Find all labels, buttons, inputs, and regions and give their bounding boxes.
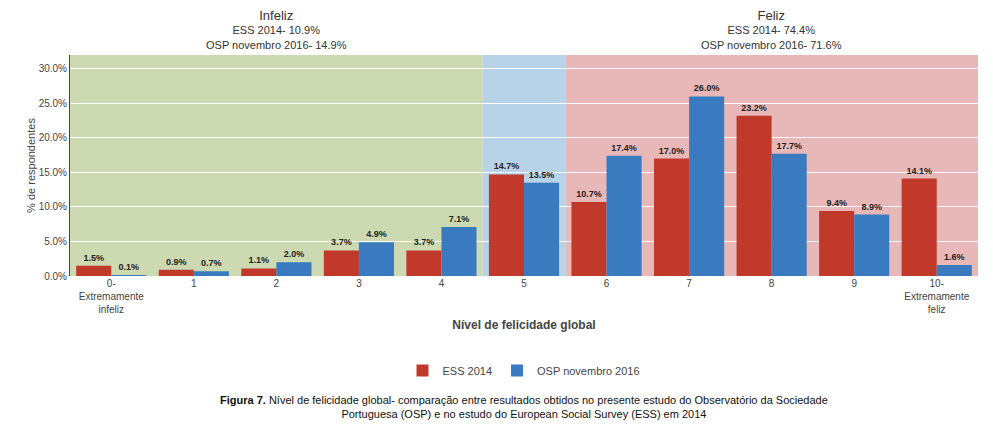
svg-text:4: 4 bbox=[439, 278, 445, 289]
svg-text:14.1%: 14.1% bbox=[906, 166, 932, 176]
svg-text:17.4%: 17.4% bbox=[611, 143, 637, 153]
svg-text:ESS 2014: ESS 2014 bbox=[443, 365, 493, 377]
svg-text:26.0%: 26.0% bbox=[694, 83, 720, 93]
svg-text:1: 1 bbox=[191, 278, 197, 289]
svg-text:7: 7 bbox=[686, 278, 692, 289]
svg-text:14.7%: 14.7% bbox=[494, 161, 520, 171]
svg-text:OSP novembro 2016: OSP novembro 2016 bbox=[537, 365, 640, 377]
svg-text:Figura 7. Nível de felicidade: Figura 7. Nível de felicidade global- co… bbox=[220, 394, 828, 420]
svg-text:3.7%: 3.7% bbox=[414, 237, 435, 247]
svg-text:3.7%: 3.7% bbox=[331, 237, 352, 247]
svg-text:1.5%: 1.5% bbox=[83, 253, 104, 263]
svg-text:10.7%: 10.7% bbox=[576, 189, 602, 199]
svg-text:17.7%: 17.7% bbox=[776, 141, 802, 151]
svg-text:% de respondentes: % de respondentes bbox=[25, 118, 37, 213]
svg-text:30.0%: 30.0% bbox=[39, 63, 67, 74]
svg-text:20.0%: 20.0% bbox=[39, 132, 67, 143]
svg-text:17.0%: 17.0% bbox=[659, 146, 685, 156]
svg-text:8: 8 bbox=[769, 278, 775, 289]
svg-text:FelizESS 2014- 74.4%OSP novemb: FelizESS 2014- 74.4%OSP novembro 2016- 7… bbox=[701, 8, 842, 51]
svg-text:9: 9 bbox=[851, 278, 857, 289]
svg-text:9.4%: 9.4% bbox=[826, 198, 847, 208]
svg-text:23.2%: 23.2% bbox=[741, 103, 767, 113]
svg-text:2: 2 bbox=[274, 278, 280, 289]
svg-text:25.0%: 25.0% bbox=[39, 98, 67, 109]
svg-text:7.1%: 7.1% bbox=[449, 214, 470, 224]
svg-text:15.0%: 15.0% bbox=[39, 167, 67, 178]
svg-text:2.0%: 2.0% bbox=[284, 249, 305, 259]
svg-text:0.0%: 0.0% bbox=[44, 271, 67, 282]
svg-text:10.0%: 10.0% bbox=[39, 201, 67, 212]
svg-text:5.0%: 5.0% bbox=[44, 236, 67, 247]
svg-text:1.6%: 1.6% bbox=[944, 252, 965, 262]
svg-text:3: 3 bbox=[356, 278, 362, 289]
svg-text:0.7%: 0.7% bbox=[201, 258, 222, 268]
svg-text:1.1%: 1.1% bbox=[249, 255, 270, 265]
svg-text:4.9%: 4.9% bbox=[366, 229, 387, 239]
svg-text:10-Extremamentefeliz: 10-Extremamentefeliz bbox=[904, 278, 969, 315]
svg-text:13.5%: 13.5% bbox=[529, 170, 555, 180]
svg-text:0-Extremamenteinfeliz: 0-Extremamenteinfeliz bbox=[79, 278, 144, 315]
svg-text:0.9%: 0.9% bbox=[166, 257, 187, 267]
svg-text:0.1%: 0.1% bbox=[119, 262, 140, 272]
svg-text:Nível de felicidade global: Nível de felicidade global bbox=[452, 318, 595, 332]
svg-text:8.9%: 8.9% bbox=[861, 202, 882, 212]
svg-text:5: 5 bbox=[521, 278, 527, 289]
svg-text:InfelizESS 2014- 10.9%OSP nove: InfelizESS 2014- 10.9%OSP novembro 2016-… bbox=[206, 8, 347, 51]
svg-text:6: 6 bbox=[604, 278, 610, 289]
